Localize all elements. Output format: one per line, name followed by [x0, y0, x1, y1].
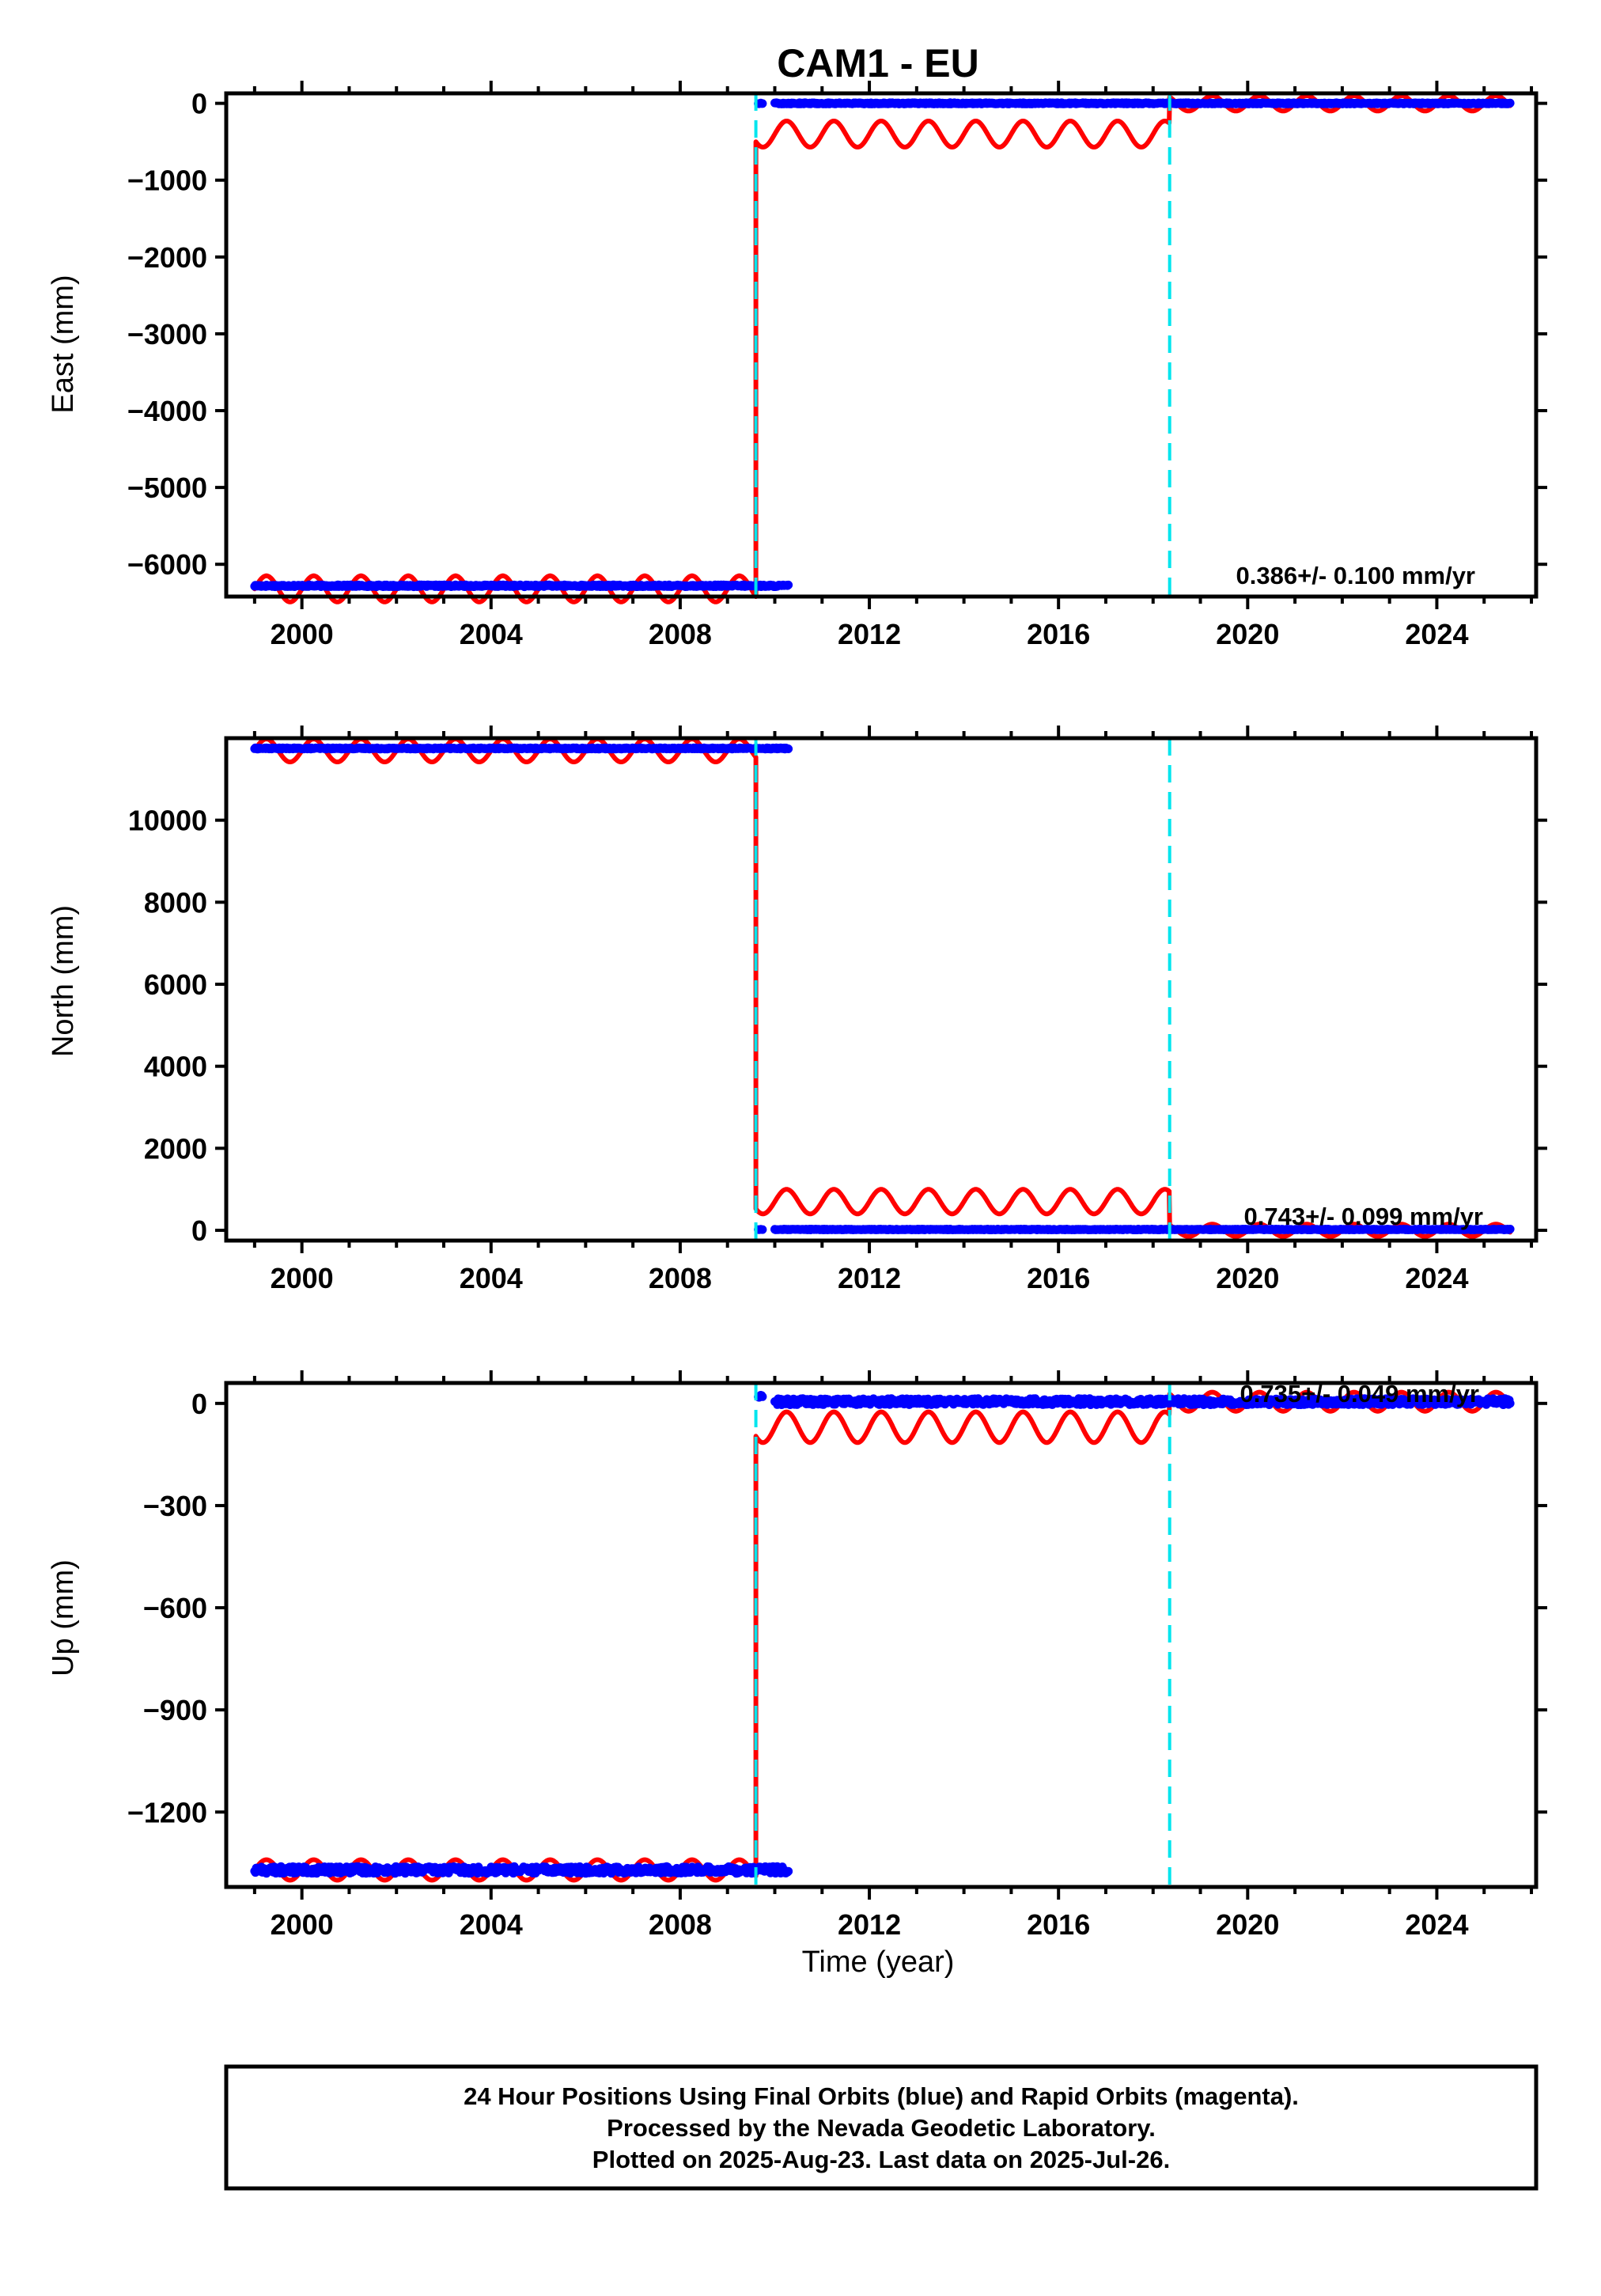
x-tick-label-up-0: 2000: [271, 1908, 334, 1941]
x-tick-label-north-1: 2004: [460, 1262, 523, 1294]
offset-markers-north: [754, 738, 1171, 1241]
final-orbit-points-north: [250, 743, 1515, 1234]
model-fit-line-north: [252, 737, 1513, 1239]
y-tick-label-north-1: 2000: [144, 1132, 207, 1165]
x-tick-label-east-0: 2000: [271, 618, 334, 650]
y-tick-label-east-6: −6000: [127, 548, 207, 581]
x-tick-label-up-6: 2024: [1405, 1908, 1468, 1941]
y-tick-label-east-1: −1000: [127, 165, 207, 197]
model-fit-line-up: [252, 1389, 1513, 1883]
y-tick-label-east-0: 0: [191, 88, 207, 120]
model-fit-line-east: [252, 93, 1513, 604]
x-tick-label-north-6: 2024: [1405, 1262, 1468, 1294]
x-tick-label-east-3: 2012: [838, 618, 901, 650]
footer-frame: [224, 2064, 1539, 2191]
x-tick-label-up-2: 2008: [649, 1908, 712, 1941]
rate-label-east: 0.386+/- 0.100 mm/yr: [1236, 562, 1475, 589]
y-tick-label-north-2: 4000: [144, 1051, 207, 1083]
x-tick-label-north-4: 2016: [1027, 1262, 1090, 1294]
y-tick-label-east-2: −2000: [127, 241, 207, 274]
footer-line-3: Plotted on 2025-Aug-23. Last data on 202…: [592, 2146, 1170, 2173]
plot-frame-up: [224, 1381, 1539, 1889]
panel-up: 0 −300 −600 −900 −1200 2000 2004 2008 2012 2016 20…: [47, 1370, 1547, 1941]
model-fit-up: [252, 1389, 1513, 1883]
y-axis-label-up: Up (mm): [47, 1559, 80, 1677]
x-tick-label-east-5: 2020: [1216, 618, 1279, 650]
y-tick-label-north-4: 8000: [144, 886, 207, 919]
final-orbit-points-east: [250, 98, 1515, 592]
final-orbit-points-north: [250, 743, 1515, 1234]
x-tick-label-east-1: 2004: [460, 618, 523, 650]
plot-frame-north: [224, 736, 1539, 1243]
x-tick-label-up-3: 2012: [838, 1908, 901, 1941]
final-orbit-points-up: [250, 1391, 1515, 1878]
offset-markers-up: [754, 1383, 1171, 1887]
y-tick-label-east-5: −5000: [127, 472, 207, 504]
axes-north: 0 2000 4000 6000 8000 10000 2000 2004 2008 2012 20…: [128, 726, 1547, 1294]
y-tick-label-up-0: 0: [191, 1388, 207, 1420]
x-tick-label-north-0: 2000: [271, 1262, 334, 1294]
final-orbit-points-up: [250, 1391, 1515, 1878]
y-tick-label-east-3: −3000: [127, 318, 207, 350]
y-axis-label-east: East (mm): [47, 275, 80, 413]
y-tick-label-east-4: −4000: [127, 395, 207, 427]
y-tick-label-up-4: −1200: [127, 1796, 207, 1828]
chart-title: CAM1 - EU: [777, 41, 979, 85]
x-axis-label: Time (year): [802, 1946, 955, 1979]
x-tick-label-north-5: 2020: [1216, 1262, 1279, 1294]
offset-markers-east: [754, 93, 1171, 597]
x-tick-label-east-6: 2024: [1405, 618, 1468, 650]
x-tick-label-east-2: 2008: [649, 618, 712, 650]
x-tick-label-up-1: 2004: [460, 1908, 523, 1941]
y-tick-label-up-3: −900: [143, 1694, 207, 1726]
x-tick-label-north-3: 2012: [838, 1262, 901, 1294]
x-tick-label-up-4: 2016: [1027, 1908, 1090, 1941]
y-tick-label-up-2: −600: [143, 1592, 207, 1624]
rate-label-up: 0.735+/- 0.049 mm/yr: [1240, 1380, 1479, 1408]
axes-up: 0 −300 −600 −900 −1200 2000 2004 2008 2012 2016 20…: [127, 1370, 1547, 1941]
model-fit-east: [252, 93, 1513, 604]
plot-frame-east: [224, 91, 1539, 599]
footer-line-2: Processed by the Nevada Geodetic Laborat…: [607, 2114, 1156, 2142]
x-tick-label-north-2: 2008: [649, 1262, 712, 1294]
x-tick-label-east-4: 2016: [1027, 618, 1090, 650]
footer-line-1: 24 Hour Positions Using Final Orbits (bl…: [464, 2082, 1299, 2110]
footer-box: 24 Hour Positions Using Final Orbits (bl…: [224, 2064, 1539, 2191]
panel-north: 0 2000 4000 6000 8000 10000 2000 2004 2008 2012 20…: [47, 726, 1547, 1294]
y-tick-label-north-5: 10000: [128, 805, 207, 837]
y-axis-label-north: North (mm): [47, 905, 80, 1057]
panel-east: 0 −1000 −2000 −3000 −4000 −5000 −6000 2000 2004 2…: [47, 81, 1547, 650]
y-tick-label-north-0: 0: [191, 1214, 207, 1247]
final-orbit-points-east: [250, 98, 1515, 592]
y-tick-label-up-1: −300: [143, 1490, 207, 1522]
x-tick-label-up-5: 2020: [1216, 1908, 1279, 1941]
model-fit-north: [252, 737, 1513, 1239]
y-tick-label-north-3: 6000: [144, 968, 207, 1001]
rate-label-north: 0.743+/- 0.099 mm/yr: [1244, 1203, 1483, 1230]
axes-east: 0 −1000 −2000 −3000 −4000 −5000 −6000 2000 2004 2…: [127, 81, 1547, 650]
